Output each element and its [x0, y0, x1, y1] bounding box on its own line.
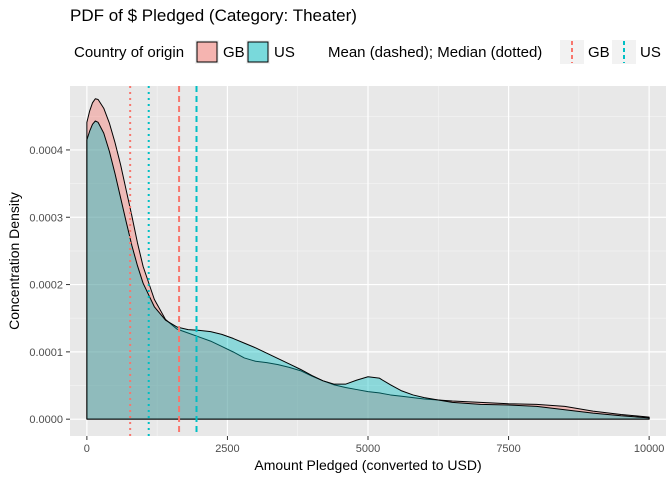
x-tick-label-4: 10000: [634, 443, 665, 455]
y-tick-label-1: 0.0001: [29, 347, 63, 359]
y-tick-label-2: 0.0002: [29, 280, 63, 292]
x-tick-label-2: 5000: [356, 443, 380, 455]
legend-fill-title: Country of origin: [74, 44, 184, 61]
legend-fill: Country of origin GB US: [74, 40, 295, 64]
legend-line-label-us: US: [640, 44, 661, 61]
legend-lines: Mean (dashed); Median (dotted) GB US: [328, 40, 661, 64]
density-area-gb: [86, 98, 650, 420]
chart-title: PDF of $ Pledged (Category: Theater): [70, 6, 357, 25]
legend-label-us: US: [274, 44, 295, 61]
legend-swatch-us: [247, 41, 269, 63]
density-areas: [86, 98, 650, 420]
x-tick-label-1: 2500: [215, 443, 239, 455]
reference-lines: [129, 86, 198, 436]
x-tick-label-3: 7500: [496, 443, 520, 455]
x-axis-ticks: 0 2500 5000 7500 10000: [84, 436, 665, 455]
legend-line-title: Mean (dashed); Median (dotted): [328, 44, 542, 61]
y-tick-label-4: 0.0004: [29, 145, 63, 157]
y-axis-ticks: 0.0000 0.0001 0.0002 0.0003 0.0004: [29, 145, 70, 426]
x-axis-title: Amount Pledged (converted to USD): [254, 457, 481, 473]
y-tick-label-0: 0.0000: [29, 414, 63, 426]
x-tick-label-0: 0: [84, 443, 90, 455]
y-tick-label-3: 0.0003: [29, 212, 63, 224]
y-axis-title: Concentration Density: [6, 192, 22, 330]
legend-line-label-gb: GB: [588, 44, 610, 61]
legend-swatch-gb: [196, 41, 218, 63]
legend-label-gb: GB: [223, 44, 245, 61]
density-area-us: [86, 120, 650, 420]
